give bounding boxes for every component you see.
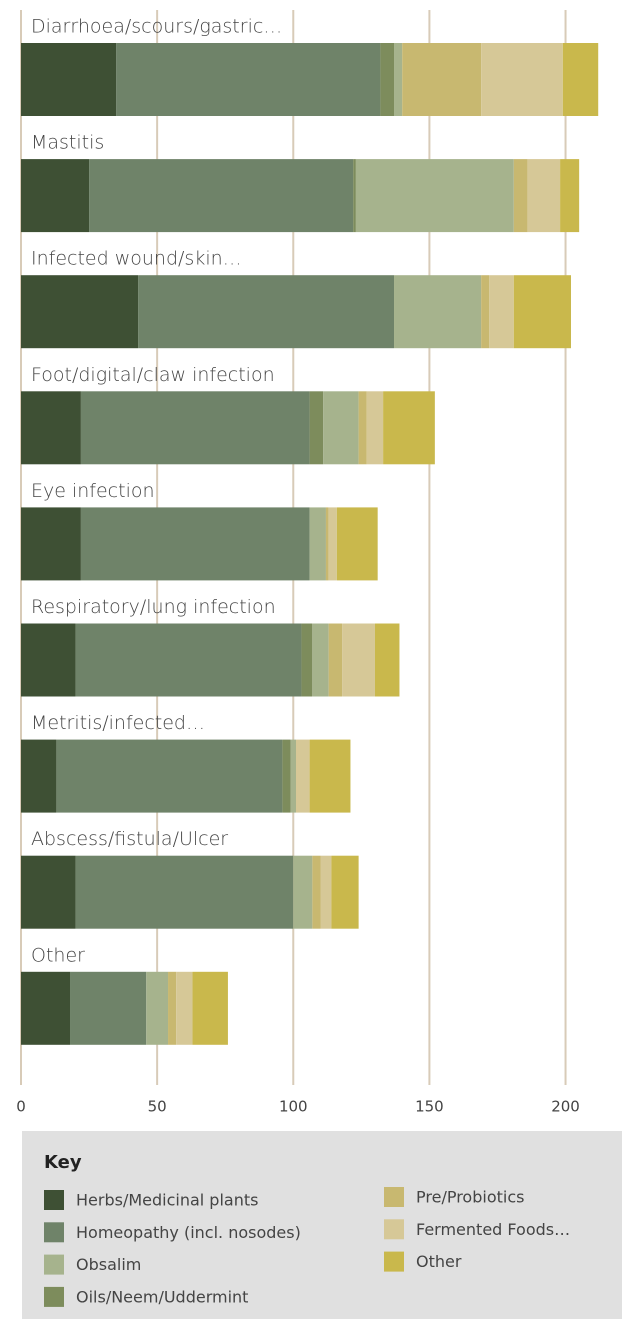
legend-label: Herbs/Medicinal plants [76,1191,258,1210]
bar-segment [301,623,313,697]
bar-segment [312,855,321,929]
bar-segment [527,159,561,233]
legend-label: Pre/Probiotics [416,1188,524,1207]
legend-label: Oils/Neem/Uddermint [76,1287,248,1306]
bar-segment [374,623,400,697]
bar-segment [513,159,528,233]
category-label: Other [31,944,85,966]
x-tick-label: 100 [279,1098,308,1116]
bar-segment [293,855,313,929]
bar-segment [309,739,351,813]
category-label: Foot/digital/claw infection [31,364,275,386]
bar-segment [358,391,367,465]
bar-segment [70,971,147,1045]
bar-segment [75,855,294,929]
legend-swatch [384,1219,404,1240]
category-label: Respiratory/lung infection [31,596,276,618]
bar-segment [481,275,490,349]
bar-segment [323,391,359,465]
bar-segment [21,159,90,233]
legend-label: Fermented Foods… [416,1220,570,1239]
bar-segment [146,971,169,1045]
legend-swatch [44,1286,64,1307]
bar-segment [168,971,177,1045]
bar-segment [192,971,228,1045]
category-label: Diarrhoea/scours/gastric… [31,16,282,38]
legend-box [22,1131,622,1319]
bar-segment [176,971,193,1045]
legend-label: Homeopathy (incl. nosodes) [76,1223,301,1242]
bar-segment [21,275,139,349]
bar-segment [290,739,296,813]
bar-segment [489,275,514,349]
bar-segment [295,739,310,813]
bar-segment [342,623,375,697]
bar-segment [80,391,310,465]
bar-segment [336,507,378,581]
category-label: Infected wound/skin… [31,248,242,270]
bar-segment [402,43,482,116]
bar-segment [394,43,403,116]
legend-swatch [44,1222,64,1243]
bar-segment [560,159,580,233]
legend-label: Other [416,1252,462,1271]
bar-segment [513,275,571,349]
legend-swatch [44,1254,64,1275]
category-label: Abscess/fistula/Ulcer [31,828,228,850]
x-tick-label: 50 [148,1098,167,1116]
bar-segment [21,391,81,465]
bar-segment [21,43,117,116]
bar-segment [312,623,329,697]
legend-swatch [44,1190,64,1210]
bar-segment [21,855,76,929]
bar-segment [80,507,310,581]
bar-segment [320,855,332,929]
legend-title: Key [44,1152,82,1173]
x-tick-label: 200 [551,1098,580,1116]
bar-segment [21,507,81,581]
legend-label: Obsalim [76,1255,141,1274]
legend-swatch [384,1251,404,1272]
bar-segment [331,855,359,929]
bar-segment [21,971,71,1045]
bar-segment [21,623,76,697]
bar-segment [138,275,395,349]
bar-segment [21,739,57,813]
bar-segment [309,507,326,581]
category-label: Eye infection [31,480,155,502]
x-tick-label: 0 [16,1098,26,1116]
bar-segment [562,43,599,116]
bar-segment [282,739,291,813]
bar-segment [116,43,381,116]
category-label: Mastitis [31,132,104,154]
bar-segment [328,507,337,581]
x-tick-label: 150 [415,1098,444,1116]
bar-segment [75,623,302,697]
bar-segment [325,507,329,581]
bar-segment [366,391,384,465]
bar-segment [380,43,395,116]
bar-segment [481,43,563,116]
bar-segment [394,275,482,349]
bar-segment [89,159,354,233]
bar-segment [383,391,435,465]
category-label: Metritis/infected… [31,712,205,734]
legend-swatch [384,1187,404,1207]
bar-segment [309,391,324,465]
bar-segment [328,623,343,697]
bar-segment [355,159,514,233]
bar-segment [56,739,283,813]
bar-segment [353,159,356,233]
